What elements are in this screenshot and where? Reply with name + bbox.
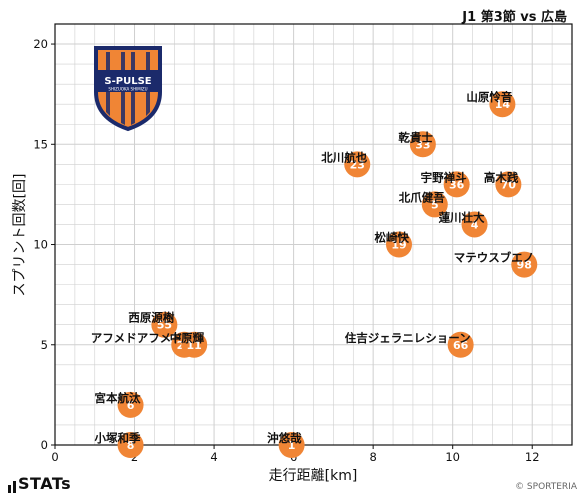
copyright-text: © SPORTERIA	[515, 482, 577, 492]
y-tick-label: 5	[41, 338, 48, 352]
data-point-marker	[447, 331, 474, 358]
y-tick-label: 10	[33, 238, 48, 252]
x-tick-label: 12	[525, 450, 540, 464]
data-point-number: 98	[517, 259, 532, 272]
plot-frame	[54, 23, 573, 446]
stats-logo-text: STATs	[18, 474, 72, 493]
data-point-name: 沖悠哉	[267, 431, 302, 445]
data-point-number: 8	[127, 439, 135, 452]
data-point-number: 23	[350, 158, 365, 171]
data-point-name: 西原源樹	[128, 311, 174, 325]
data-point-number: 55	[157, 319, 172, 332]
data-point-name: 高木践	[484, 170, 519, 184]
data-point-marker	[117, 391, 144, 418]
data-point-name: 北爪健吾	[399, 190, 445, 204]
data-point-name: 中原輝	[170, 331, 205, 345]
y-axis-label: スプリント回数[回]	[12, 174, 28, 297]
data-point-name: 宮本航汰	[95, 391, 141, 405]
data-point-marker	[489, 91, 516, 118]
data-point-number: 1	[288, 439, 296, 452]
data-point-name: 北川航也	[321, 150, 367, 164]
x-tick-label: 10	[445, 450, 460, 464]
data-point-number: 14	[495, 98, 511, 111]
chart-header-title: J1 第3節 vs 広島	[462, 10, 567, 25]
data-point-marker	[511, 251, 538, 278]
x-tick-label: 4	[210, 450, 217, 464]
data-point-number: 6	[127, 399, 135, 412]
data-point-number: 36	[449, 178, 465, 191]
data-point-name: 宇野禅斗	[421, 170, 467, 184]
data-point-marker	[461, 211, 488, 238]
data-point-name: マテウスブエノ	[454, 251, 535, 265]
data-point-number: 5	[431, 198, 439, 211]
y-tick-label: 15	[33, 137, 48, 151]
data-point-marker	[386, 231, 413, 258]
data-point-number: 33	[415, 138, 430, 151]
data-point-number: 4	[471, 218, 479, 231]
x-tick-label: 0	[51, 450, 58, 464]
data-point-name: アフメドアフメドフ	[91, 331, 195, 345]
data-point-marker	[151, 311, 178, 338]
data-point-name: 乾貴士	[398, 130, 433, 144]
y-tick-label: 20	[33, 37, 48, 51]
stats-logo: STATs	[8, 474, 71, 493]
team-logo: S-PULSE SHIZUOKA SHIMIZU	[94, 46, 162, 132]
data-point-number: 66	[453, 339, 469, 352]
y-tick-label: 0	[41, 438, 48, 452]
data-point-number: 19	[391, 239, 406, 252]
plot-border	[54, 23, 573, 446]
data-point-number: 11	[187, 339, 202, 352]
x-axis-label: 走行距離[km]	[269, 467, 358, 484]
data-point-marker	[443, 171, 470, 198]
data-point-name: 山原怜音	[466, 90, 512, 104]
data-point-marker	[117, 432, 144, 458]
data-point-name: 小塚和季	[94, 431, 141, 445]
data-point-number: 70	[501, 178, 517, 191]
points-layer: 14山原怜音33乾貴士23北川航也36宇野禅斗70高木践5北爪健吾4蓮川壮大19…	[91, 90, 538, 458]
team-logo-band	[98, 70, 158, 92]
data-point-marker	[181, 331, 208, 358]
x-tick-label: 8	[369, 450, 376, 464]
data-point-name: 住吉ジェラニレショーン	[345, 331, 471, 345]
team-logo-subtext: SHIZUOKA SHIMIZU	[108, 87, 147, 92]
data-point-marker	[344, 151, 371, 178]
data-point-name: 松崎快	[375, 231, 410, 245]
data-point-marker	[278, 432, 305, 458]
data-point-marker	[409, 131, 436, 158]
data-point-marker	[495, 171, 522, 198]
data-point-marker	[421, 191, 448, 218]
data-point-name: 蓮川壮大	[439, 210, 485, 224]
team-logo-text: S-PULSE	[104, 76, 151, 87]
